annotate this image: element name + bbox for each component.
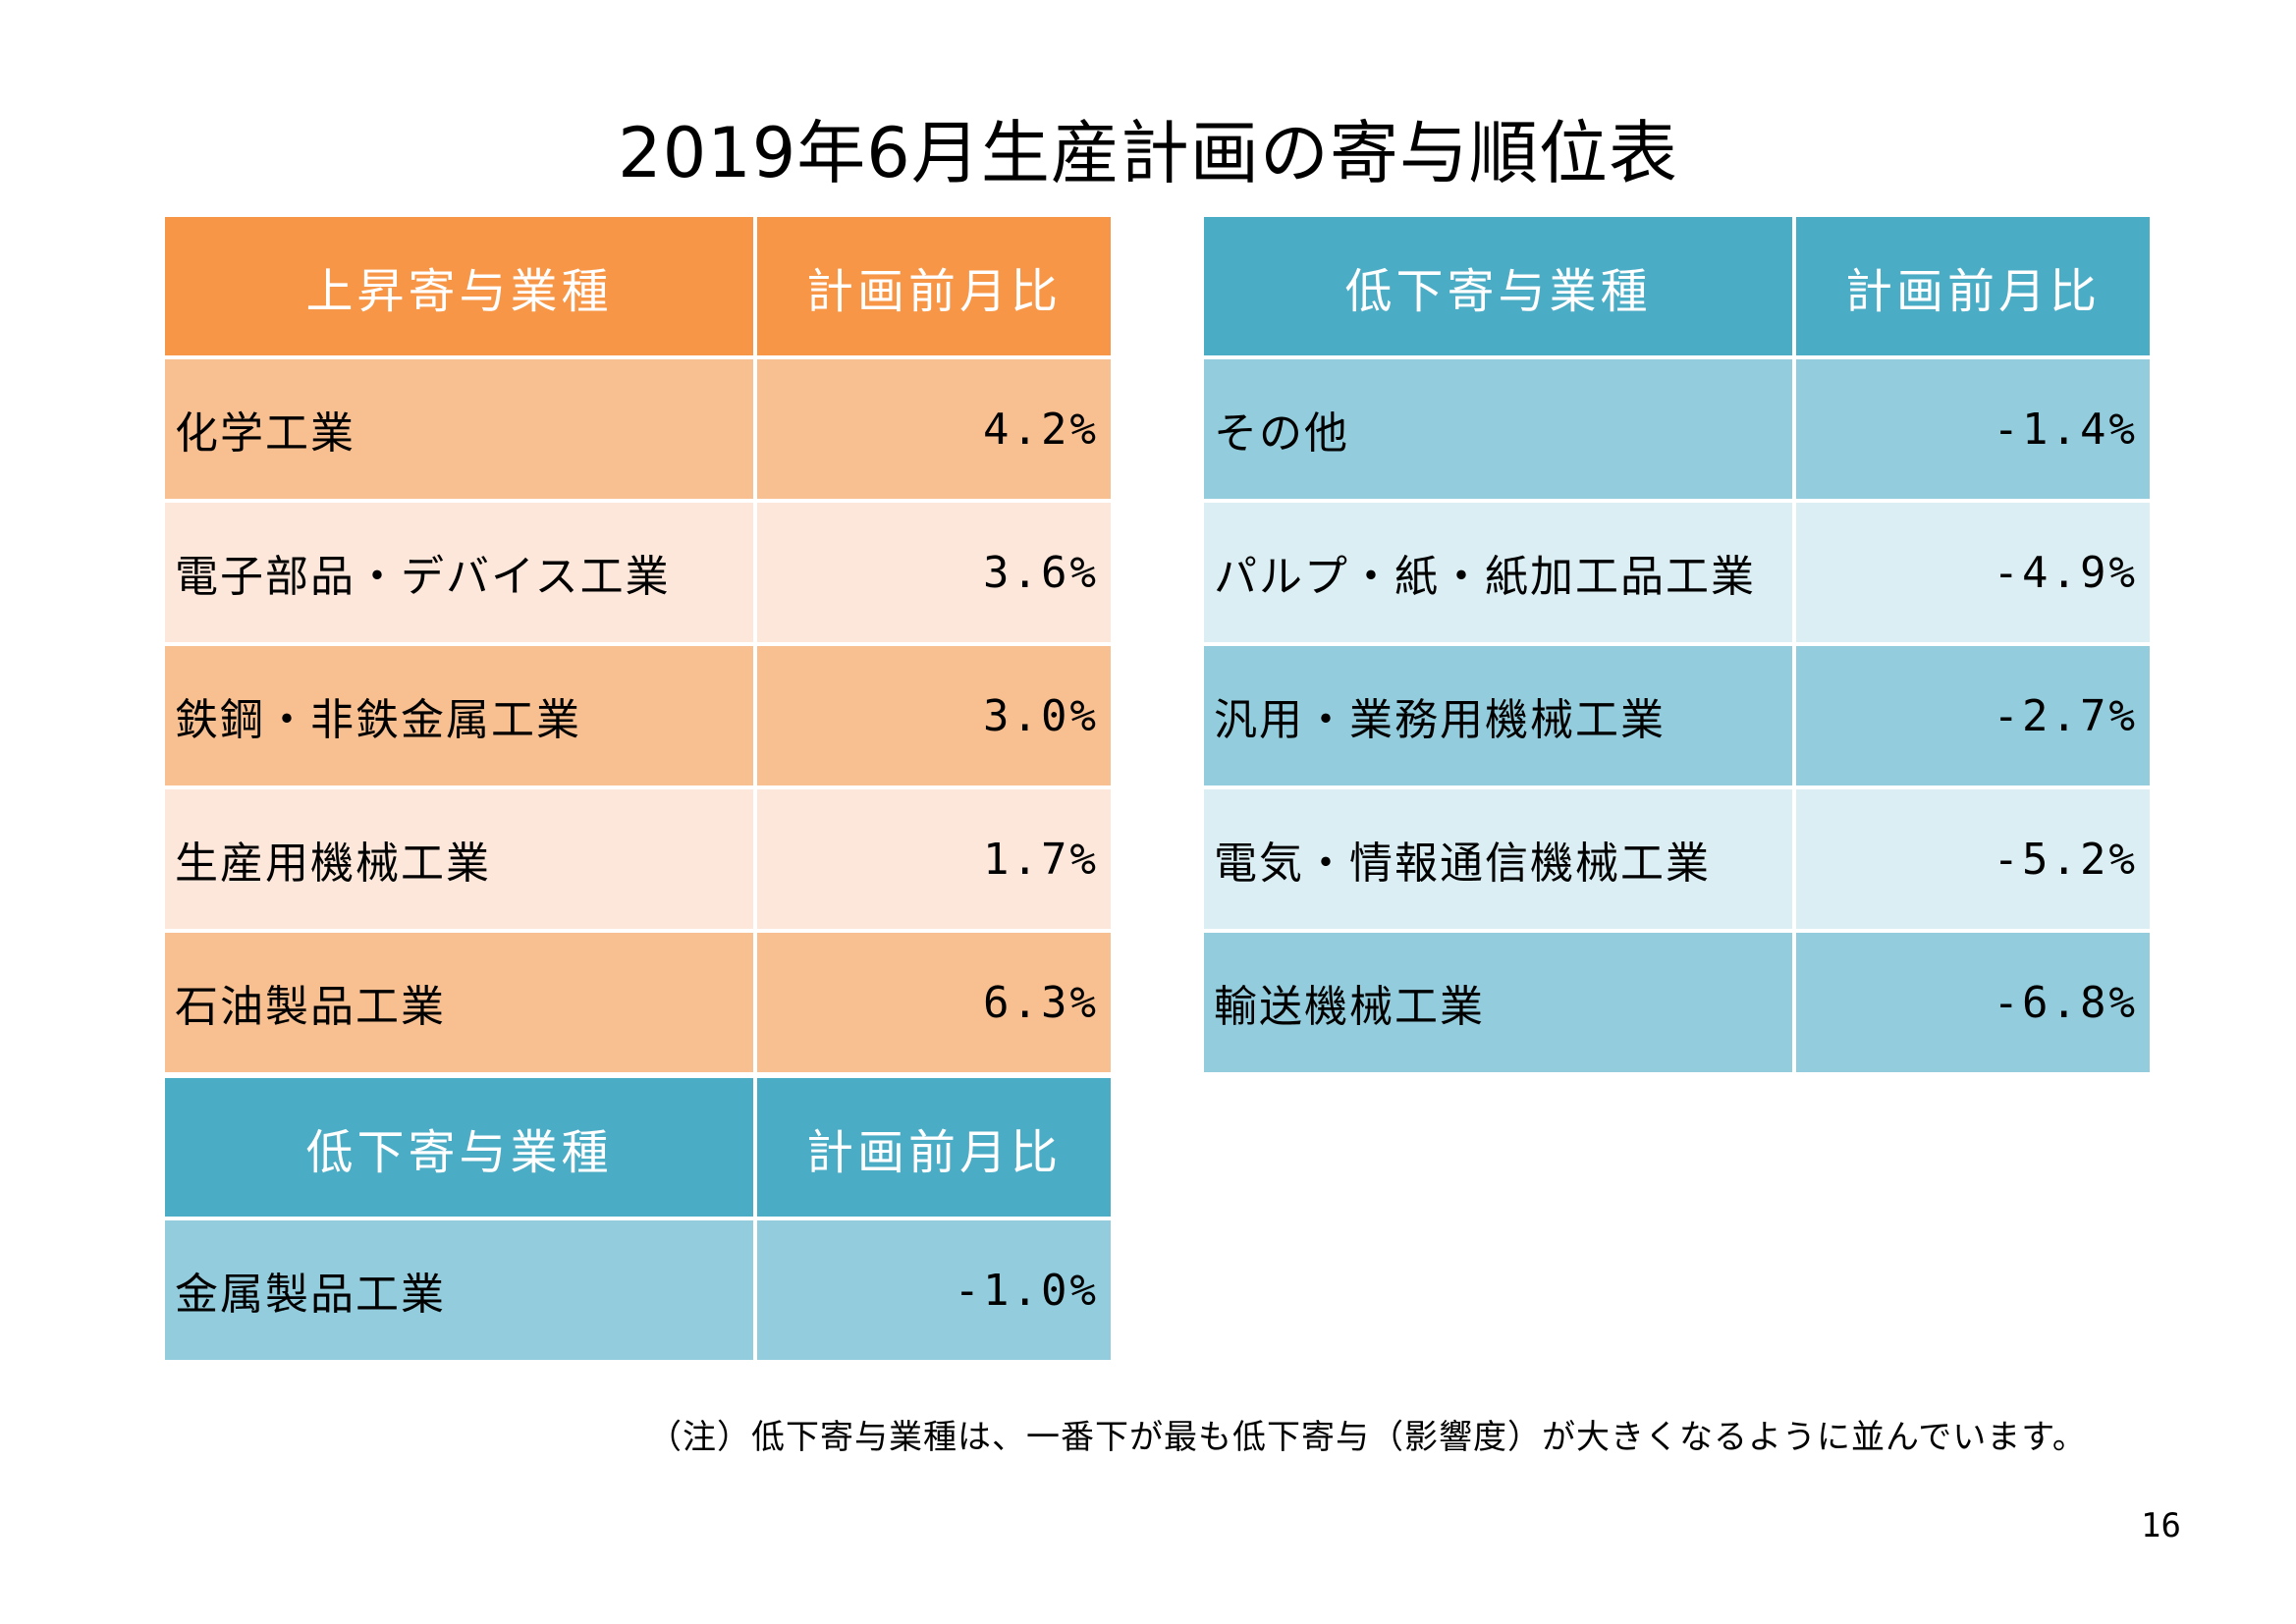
- mom-ratio-value: 1.7%: [753, 785, 1115, 933]
- table-row: 電子部品・デバイス工業 3.6%: [161, 499, 1115, 646]
- mom-ratio-value: 4.2%: [753, 355, 1115, 503]
- mom-ratio-value: -6.8%: [1792, 929, 2154, 1076]
- industry-name: 化学工業: [161, 355, 757, 503]
- industry-name: 金属製品工業: [161, 1217, 757, 1364]
- industry-name: 汎用・業務用機械工業: [1200, 642, 1796, 789]
- column-header-mom-ratio: 計画前月比: [753, 213, 1115, 359]
- table-row: パルプ・紙・紙加工品工業 -4.9%: [1200, 499, 2154, 646]
- table-header-row: 上昇寄与業種 計画前月比: [161, 213, 1115, 359]
- mom-ratio-value: 3.0%: [753, 642, 1115, 789]
- industry-name: 電気・情報通信機械工業: [1200, 785, 1796, 933]
- industry-name: 生産用機械工業: [161, 785, 757, 933]
- mom-ratio-value: -1.4%: [1792, 355, 2154, 503]
- industry-name: 輸送機械工業: [1200, 929, 1796, 1076]
- column-header-mom-ratio: 計画前月比: [1792, 213, 2154, 359]
- mom-ratio-value: 6.3%: [753, 929, 1115, 1076]
- industry-name: 石油製品工業: [161, 929, 757, 1076]
- industry-name: 鉄鋼・非鉄金属工業: [161, 642, 757, 789]
- mom-ratio-value: 3.6%: [753, 499, 1115, 646]
- table-row: その他 -1.4%: [1200, 355, 2154, 503]
- table-row: 輸送機械工業 -6.8%: [1200, 929, 2154, 1076]
- column-header-mom-ratio: 計画前月比: [753, 1074, 1115, 1220]
- table-row: 石油製品工業 6.3%: [161, 929, 1115, 1076]
- downward-contribution-table-left: 低下寄与業種 計画前月比 金属製品工業 -1.0%: [161, 1074, 1115, 1364]
- table-row: 鉄鋼・非鉄金属工業 3.0%: [161, 642, 1115, 789]
- table-header-row: 低下寄与業種 計画前月比: [1200, 213, 2154, 359]
- table-row: 金属製品工業 -1.0%: [161, 1217, 1115, 1364]
- page-title: 2019年6月生産計画の寄与順位表: [618, 113, 1678, 193]
- footnote: （注）低下寄与業種は、一番下が最も低下寄与（影響度）が大きくなるように並んでいま…: [648, 1418, 2087, 1457]
- table-header-row: 低下寄与業種 計画前月比: [161, 1074, 1115, 1220]
- industry-name: その他: [1200, 355, 1796, 503]
- table-row: 生産用機械工業 1.7%: [161, 785, 1115, 933]
- upward-contribution-table: 上昇寄与業種 計画前月比 化学工業 4.2% 電子部品・デバイス工業 3.6% …: [161, 213, 1115, 1076]
- column-header-industry: 低下寄与業種: [161, 1074, 757, 1220]
- table-row: 化学工業 4.2%: [161, 355, 1115, 503]
- mom-ratio-value: -5.2%: [1792, 785, 2154, 933]
- page-number: 16: [2141, 1506, 2181, 1545]
- mom-ratio-value: -4.9%: [1792, 499, 2154, 646]
- mom-ratio-value: -2.7%: [1792, 642, 2154, 789]
- downward-contribution-table-right: 低下寄与業種 計画前月比 その他 -1.4% パルプ・紙・紙加工品工業 -4.9…: [1200, 213, 2154, 1076]
- column-header-industry: 上昇寄与業種: [161, 213, 757, 359]
- industry-name: パルプ・紙・紙加工品工業: [1200, 499, 1796, 646]
- table-row: 汎用・業務用機械工業 -2.7%: [1200, 642, 2154, 789]
- column-header-industry: 低下寄与業種: [1200, 213, 1796, 359]
- industry-name: 電子部品・デバイス工業: [161, 499, 757, 646]
- table-row: 電気・情報通信機械工業 -5.2%: [1200, 785, 2154, 933]
- mom-ratio-value: -1.0%: [753, 1217, 1115, 1364]
